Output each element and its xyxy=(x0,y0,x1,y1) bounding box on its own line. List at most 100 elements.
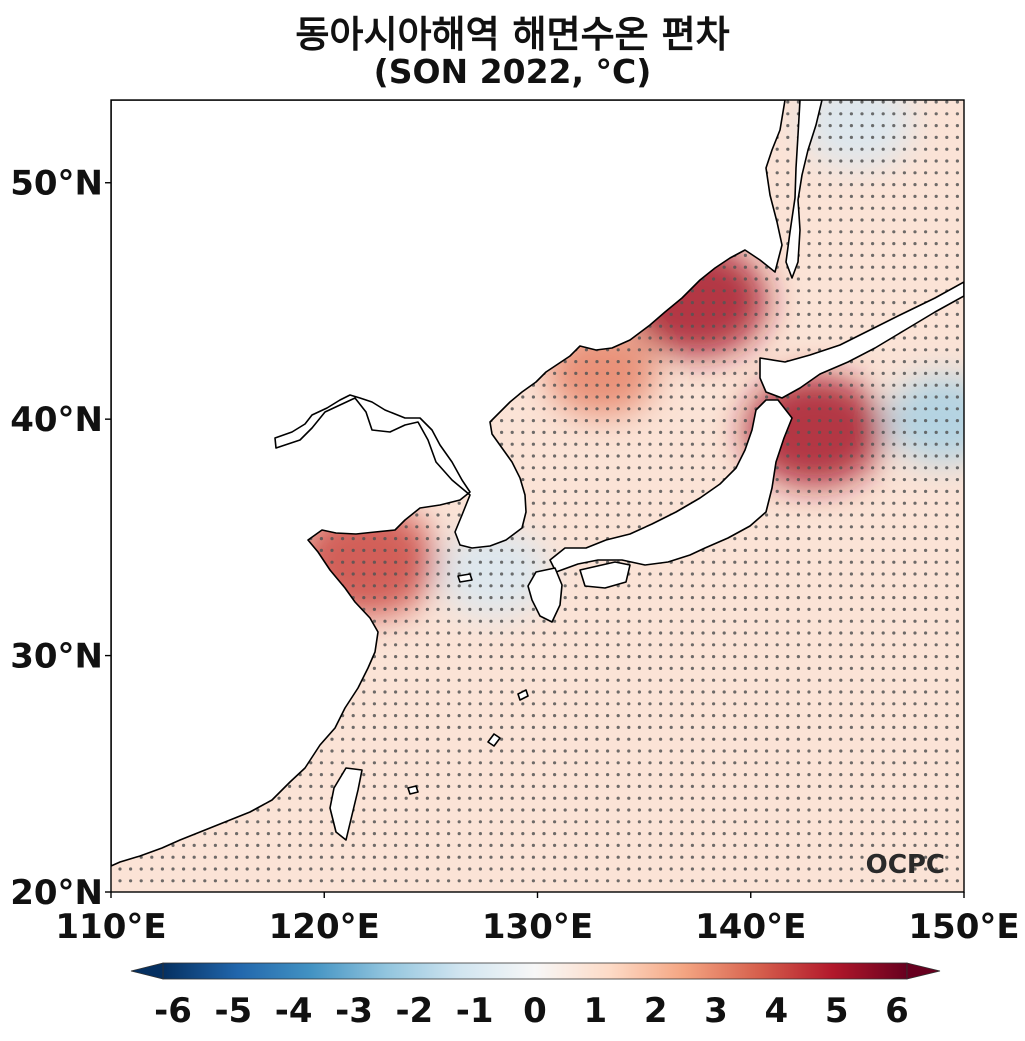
stipple-dot xyxy=(881,501,885,505)
stipple-dot xyxy=(754,301,758,305)
stipple-dot xyxy=(372,548,376,553)
stipple-dot xyxy=(860,619,864,623)
stipple-dot xyxy=(945,702,949,706)
stipple-dot xyxy=(553,820,557,824)
stipple-dot xyxy=(712,466,716,470)
stipple-dot xyxy=(754,631,758,635)
stipple-dot xyxy=(701,407,705,411)
stipple-dot xyxy=(394,702,398,706)
stipple-dot xyxy=(648,749,652,753)
stipple-dot xyxy=(934,820,938,824)
stipple-dot xyxy=(659,407,663,411)
stipple-dot xyxy=(574,360,578,364)
stipple-dot xyxy=(574,666,578,671)
stipple-dot xyxy=(680,501,684,505)
stipple-dot xyxy=(542,820,546,824)
stipple-dot xyxy=(627,655,631,659)
stipple-dot xyxy=(637,513,642,517)
stipple-dot xyxy=(648,584,652,588)
stipple-dot xyxy=(627,478,631,482)
stipple-dot xyxy=(765,324,769,328)
stipple-dot xyxy=(860,430,864,434)
stipple-dot xyxy=(712,796,716,800)
stipple-dot xyxy=(955,112,960,116)
stipple-dot xyxy=(372,725,376,730)
stipple-dot xyxy=(828,501,832,505)
stipple-dot xyxy=(902,548,907,553)
stipple-dot xyxy=(892,725,896,730)
stipple-dot xyxy=(531,407,536,411)
stipple-dot xyxy=(945,277,949,281)
stipple-dot xyxy=(584,513,589,517)
stipple-dot xyxy=(680,348,684,352)
stipple-dot xyxy=(839,607,843,612)
stipple-dot xyxy=(712,619,716,623)
stipple-dot xyxy=(701,466,705,470)
stipple-dot xyxy=(553,619,557,623)
stipple-dot xyxy=(394,631,398,635)
stipple-dot xyxy=(849,560,854,564)
stipple-dot xyxy=(765,655,769,659)
stipple-dot xyxy=(531,725,536,730)
stipple-dot xyxy=(881,749,885,753)
stipple-dot xyxy=(659,395,663,399)
stipple-dot xyxy=(542,407,546,411)
stipple-dot xyxy=(828,466,832,470)
stipple-dot xyxy=(351,820,355,824)
stipple-dot xyxy=(425,560,429,564)
stipple-dot xyxy=(892,596,896,600)
stipple-dot xyxy=(775,501,779,505)
stipple-dot xyxy=(743,430,748,434)
stipple-dot xyxy=(616,596,620,600)
stipple-dot xyxy=(542,619,546,623)
stipple-dot xyxy=(595,655,599,659)
stipple-dot xyxy=(786,796,790,800)
stipple-dot xyxy=(351,584,355,588)
stipple-dot xyxy=(457,596,461,600)
stipple-dot xyxy=(892,253,896,257)
stipple-dot xyxy=(955,301,960,305)
stipple-dot xyxy=(839,206,843,210)
stipple-dot xyxy=(775,761,779,765)
stipple-dot xyxy=(881,419,885,423)
stipple-dot xyxy=(404,678,408,682)
stipple-dot xyxy=(849,796,854,800)
stipple-dot xyxy=(489,572,493,576)
stipple-dot xyxy=(902,560,907,564)
stipple-dot xyxy=(722,301,726,305)
stipple-dot xyxy=(500,761,504,765)
stipple-dot xyxy=(701,761,705,765)
stipple-dot xyxy=(627,725,631,730)
stipple-dot xyxy=(616,655,620,659)
stipple-dot xyxy=(945,737,949,741)
stipple-dot xyxy=(701,430,705,434)
stipple-dot xyxy=(680,395,684,399)
stipple-dot xyxy=(394,655,398,659)
stipple-dot xyxy=(881,371,885,375)
stipple-dot xyxy=(701,383,705,387)
stipple-dot xyxy=(871,230,875,234)
stipple-dot xyxy=(637,690,642,694)
stipple-dot xyxy=(839,489,843,493)
stipple-dot xyxy=(701,560,705,564)
stipple-dot xyxy=(765,525,769,529)
stipple-dot xyxy=(934,690,938,694)
stipple-dot xyxy=(648,478,652,482)
stipple-dot xyxy=(786,407,790,411)
stipple-dot xyxy=(563,808,567,812)
stipple-dot xyxy=(807,631,811,635)
stipple-dot xyxy=(796,784,801,789)
stipple-dot xyxy=(818,796,822,800)
stipple-dot xyxy=(563,395,567,399)
stipple-dot xyxy=(669,784,673,789)
stipple-dot xyxy=(722,678,726,682)
stipple-dot xyxy=(913,784,917,789)
stipple-dot xyxy=(934,655,938,659)
stipple-dot xyxy=(447,702,451,706)
stipple-dot xyxy=(680,430,684,434)
stipple-dot xyxy=(807,289,811,293)
stipple-dot xyxy=(945,489,949,493)
stipple-dot xyxy=(627,631,631,635)
stipple-dot xyxy=(489,702,493,706)
stipple-dot xyxy=(595,442,599,446)
